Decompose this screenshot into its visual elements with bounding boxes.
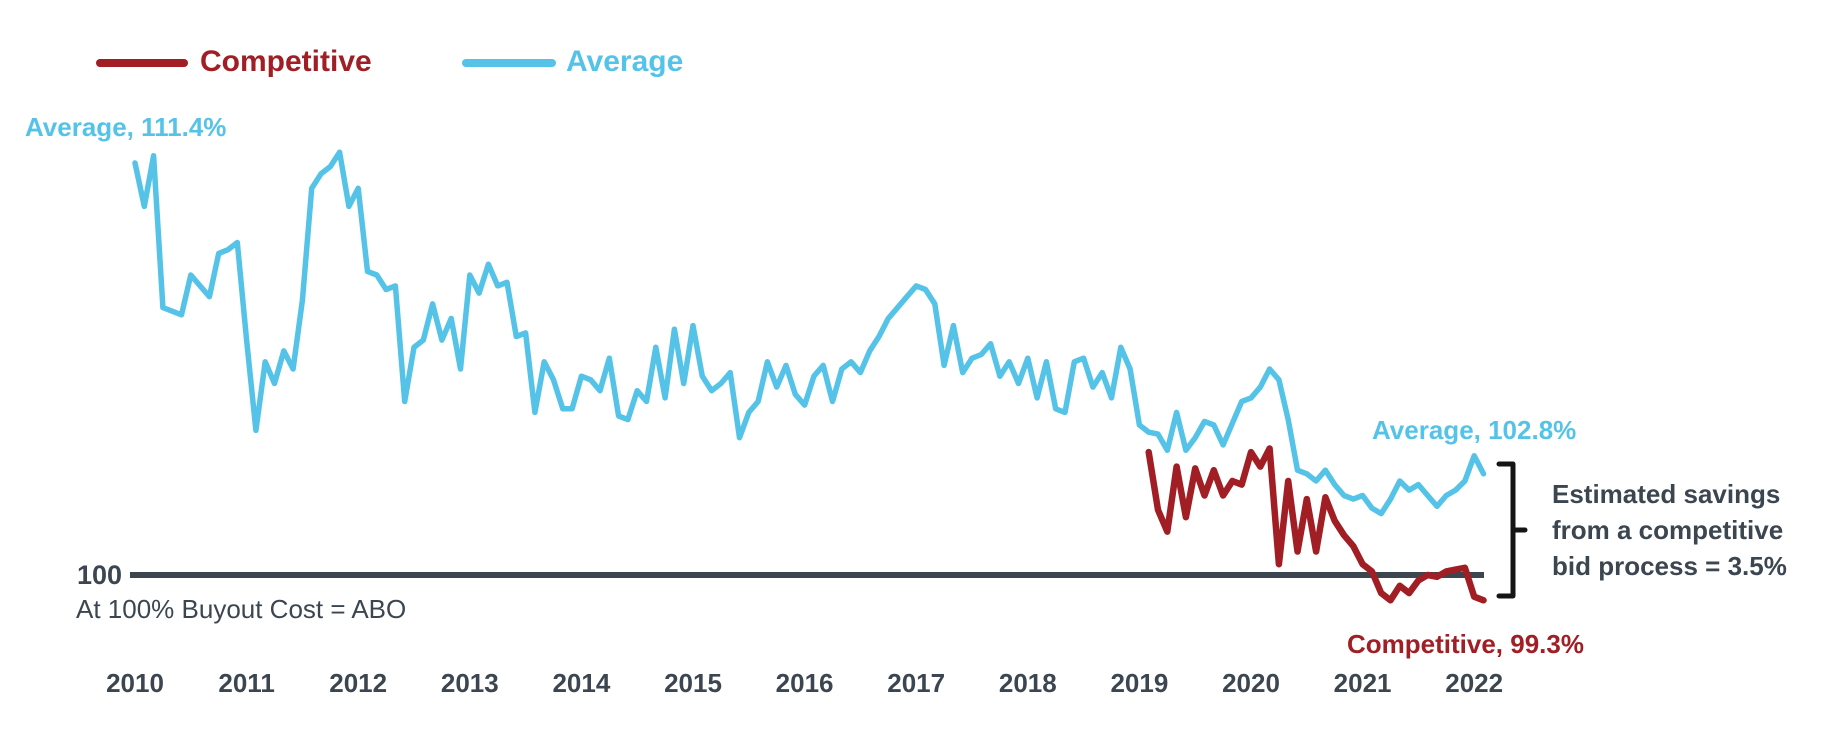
x-axis-label-2021: 2021 [1333, 668, 1392, 698]
average-legend-swatch [462, 59, 556, 67]
competitive-legend-swatch [96, 59, 188, 67]
average-line [132, 149, 1487, 517]
x-axis-label-2020: 2020 [1222, 668, 1280, 698]
x-axis-label-2014: 2014 [552, 668, 611, 698]
x-axis-label-2017: 2017 [887, 668, 946, 698]
baseline-100-label: 100 [76, 560, 122, 590]
x-axis-label-2015: 2015 [664, 668, 722, 698]
x-axis-label-2011: 2011 [218, 668, 275, 698]
competitive-end-value-label: Competitive, 99.3% [1347, 629, 1584, 659]
savings-annotation-line3: bid process = 3.5% [1552, 551, 1787, 581]
competitive-line [1145, 445, 1487, 604]
x-axis-label-2022: 2022 [1445, 668, 1504, 698]
x-axis-label-2012: 2012 [329, 668, 388, 698]
competitive-legend-label: Competitive [200, 45, 372, 78]
savings-bracket [1496, 461, 1528, 599]
x-axis-label-2019: 2019 [1110, 668, 1169, 698]
average-legend-label: Average [566, 45, 684, 78]
savings-annotation-line1: Estimated savings [1552, 479, 1781, 509]
baseline-caption: At 100% Buyout Cost = ABO [76, 594, 407, 624]
x-axis-label-2010: 2010 [106, 668, 164, 698]
savings-annotation-line2: from a competitive [1552, 515, 1784, 545]
average-start-value-label: Average, 111.4% [25, 112, 227, 142]
x-axis-label-2013: 2013 [440, 668, 499, 698]
x-axis-label-2016: 2016 [775, 668, 834, 698]
x-axis-label-2018: 2018 [998, 668, 1057, 698]
savings-annotation: Estimated savings from a competitive bid… [1552, 476, 1787, 584]
average-end-value-label: Average, 102.8% [1372, 415, 1577, 445]
